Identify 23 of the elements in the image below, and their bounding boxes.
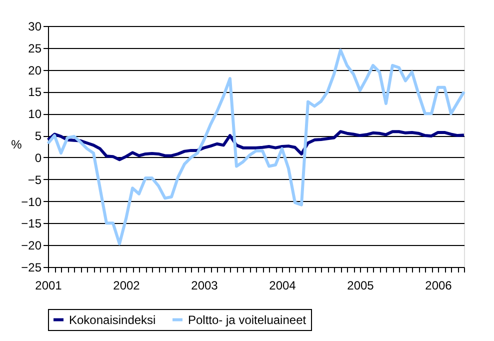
x-tick-label: 2006 [425, 278, 452, 292]
y-tick-label: −10 [21, 194, 42, 209]
y-tick-label: 0 [34, 150, 42, 165]
x-tick-label: 2002 [113, 278, 140, 292]
y-tick-label: −15 [21, 216, 42, 231]
y-tick-label: 20 [28, 63, 42, 78]
x-tick-label: 2001 [35, 278, 62, 292]
x-tick-label: 2005 [347, 278, 374, 292]
y-tick-label: −5 [28, 172, 42, 187]
y-tick-label: −25 [21, 260, 42, 274]
line-series [46, 48, 466, 246]
y-tick-label: 25 [28, 41, 42, 56]
y-tick-label: 10 [28, 107, 42, 122]
legend-label: Kokonaisindeksi [69, 312, 156, 327]
y-axis-title: % [11, 138, 22, 152]
x-tick-label: 2003 [191, 278, 218, 292]
line-series [46, 130, 466, 162]
legend-label: Poltto- ja voiteluaineet [188, 312, 307, 327]
y-tick-label: 30 [28, 20, 42, 34]
y-tick-label: 15 [28, 85, 42, 100]
x-tick-label: 2004 [269, 278, 296, 292]
y-tick-label: 5 [34, 129, 42, 144]
y-tick-label: −20 [21, 238, 42, 253]
